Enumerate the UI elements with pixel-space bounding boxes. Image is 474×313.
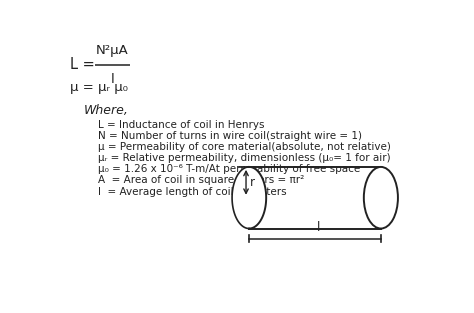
Text: μ = Permeability of core material(absolute, not relative): μ = Permeability of core material(absolu… — [98, 142, 391, 152]
Text: Where,: Where, — [84, 104, 129, 117]
Text: μ₀ = 1.26 x 10⁻⁶ T-m/At permeability of free space: μ₀ = 1.26 x 10⁻⁶ T-m/At permeability of … — [98, 164, 360, 174]
Text: L = Inductance of coil in Henrys: L = Inductance of coil in Henrys — [98, 120, 264, 130]
Text: l: l — [317, 221, 320, 234]
Ellipse shape — [232, 167, 266, 228]
Text: l: l — [110, 73, 114, 86]
Text: N = Number of turns in wire coil(straight wire = 1): N = Number of turns in wire coil(straigh… — [98, 131, 362, 141]
Text: μᵣ = Relative permeability, dimensionless (μ₀= 1 for air): μᵣ = Relative permeability, dimensionles… — [98, 153, 391, 163]
Text: A  = Area of coil in square meters = πr²: A = Area of coil in square meters = πr² — [98, 175, 304, 185]
Text: μ = μᵣ μ₀: μ = μᵣ μ₀ — [70, 81, 128, 94]
Bar — [249, 167, 381, 228]
Text: r: r — [250, 176, 255, 189]
Text: l  = Average length of coil in meters: l = Average length of coil in meters — [98, 187, 287, 197]
Text: N²μA: N²μA — [96, 44, 129, 57]
Text: L =: L = — [70, 57, 100, 72]
Ellipse shape — [364, 167, 398, 228]
